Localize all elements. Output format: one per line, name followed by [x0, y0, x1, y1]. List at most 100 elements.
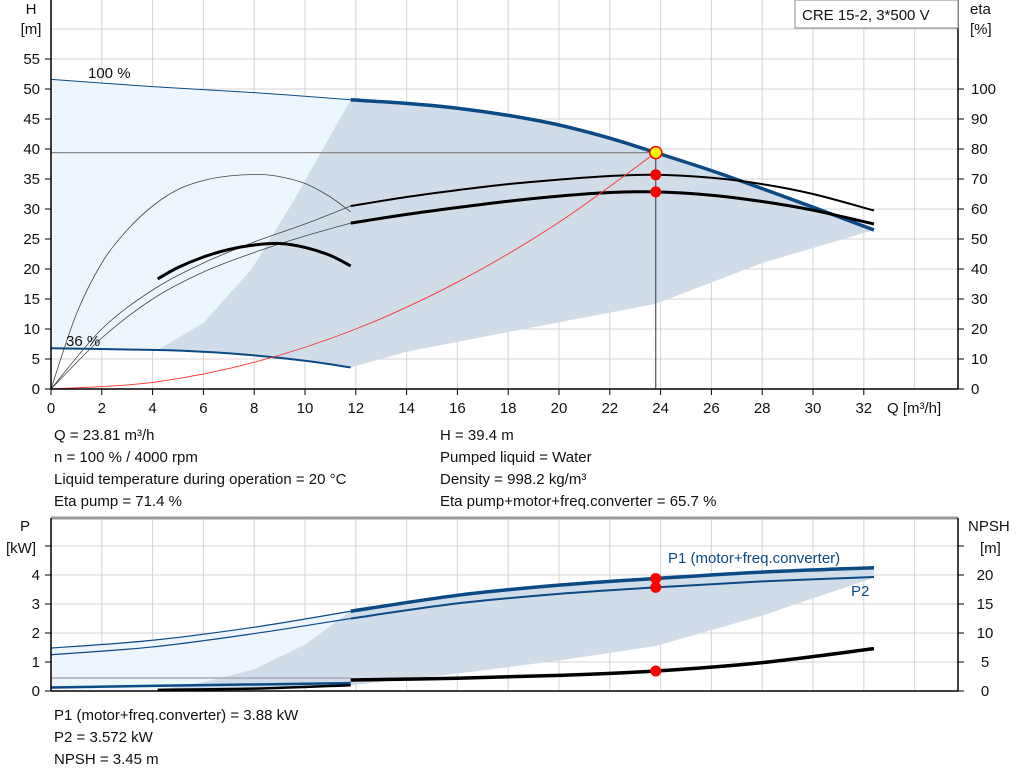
eta-tick-label: 90 — [971, 111, 988, 128]
h-tick-label: 55 — [23, 51, 40, 68]
eta-tick-label: 80 — [971, 141, 988, 158]
h-tick-label: 45 — [23, 111, 40, 128]
p-tick-label: 2 — [32, 625, 40, 642]
p-axis-label: P [kW] — [6, 518, 36, 557]
q-tick-label: 28 — [754, 400, 771, 417]
q-tick-label: 0 — [47, 400, 55, 417]
q-tick-label: 24 — [652, 400, 669, 417]
q-tick-label: 12 — [347, 400, 364, 417]
eta-total-curve — [350, 190, 875, 226]
eta-tick-label: 10 — [971, 351, 988, 368]
p-curve-low-speed — [50, 681, 351, 689]
h-tick-label: 50 — [23, 81, 40, 98]
p1-point — [650, 572, 662, 584]
npsh-tick-label: 0 — [981, 683, 989, 700]
npsh-point — [650, 665, 662, 677]
info-eta-total: Eta pump+motor+freq.converter = 65.7 % — [440, 493, 716, 510]
q-tick-label: 18 — [500, 400, 517, 417]
p1-curve — [350, 566, 875, 613]
info-eta-pump: Eta pump = 71.4 % — [54, 493, 182, 510]
qh-curve-36 — [50, 347, 351, 369]
info-right: H = 39.4 m Pumped liquid = Water Density… — [440, 427, 716, 510]
eta-tick-label: 30 — [971, 291, 988, 308]
speed-label-100: 100 % — [88, 65, 131, 82]
chart-title: CRE 15-2, 3*500 V — [802, 7, 930, 24]
h-tick-label: 0 — [32, 381, 40, 398]
p1-series-label: P1 (motor+freq.converter) — [668, 550, 840, 567]
p2-curve — [350, 576, 874, 620]
eta-tick-label: 0 — [971, 381, 979, 398]
eta-tick-label: 50 — [971, 231, 988, 248]
eta-pump-curve-low-thin — [50, 174, 351, 390]
q-tick-label: 20 — [551, 400, 568, 417]
npsh-curve-low-speed — [157, 683, 351, 692]
info-temp: Liquid temperature during operation = 20… — [54, 471, 347, 488]
info-liquid: Pumped liquid = Water — [440, 449, 592, 466]
h-tick-label: 30 — [23, 201, 40, 218]
eta-tick-label: 20 — [971, 321, 988, 338]
eta-tick-label: 100 — [971, 81, 996, 98]
q-tick-label: 32 — [855, 400, 872, 417]
q-tick-label: 10 — [297, 400, 314, 417]
p2-series-label: P2 — [851, 583, 869, 600]
h-tick-label: 10 — [23, 321, 40, 338]
eta-tick-label: 60 — [971, 201, 988, 218]
npsh-tick-label: 15 — [977, 596, 994, 613]
h-tick-label: 40 — [23, 141, 40, 158]
bottom-axes: 0 1 2 3 4 0 5 10 15 20 — [32, 516, 994, 700]
eta-pump-point — [650, 169, 662, 181]
q-tick-label: 14 — [398, 400, 415, 417]
q-tick-label: 22 — [601, 400, 618, 417]
npsh-tick-label: 10 — [977, 625, 994, 642]
eta-pump-curve — [350, 173, 875, 212]
npsh-tick-label: 20 — [977, 567, 994, 584]
p-tick-label: 1 — [32, 654, 40, 671]
p2-point — [650, 581, 662, 593]
q-tick-label: 8 — [250, 400, 258, 417]
h-tick-label: 25 — [23, 231, 40, 248]
info-h: H = 39.4 m — [440, 427, 514, 444]
bottom-operating-range — [51, 567, 874, 690]
q-tick-label: 16 — [449, 400, 466, 417]
duty-point — [649, 145, 663, 160]
qh-curve-100 — [350, 98, 875, 232]
title-box — [794, 0, 959, 29]
eta-tick-label: 40 — [971, 261, 988, 278]
info-q: Q = 23.81 m³/h — [54, 427, 154, 444]
h-tick-label: 35 — [23, 171, 40, 188]
system-curve — [50, 152, 657, 390]
info-bottom: P1 (motor+freq.converter) = 3.88 kW P2 =… — [54, 707, 299, 768]
speed-label-36: 36 % — [66, 333, 100, 350]
q-tick-label: 2 — [98, 400, 106, 417]
p-tick-label: 3 — [32, 596, 40, 613]
h-tick-label: 20 — [23, 261, 40, 278]
info-npsh: NPSH = 3.45 m — [54, 751, 159, 768]
eta-tick-label: 70 — [971, 171, 988, 188]
info-p2: P2 = 3.572 kW — [54, 729, 154, 746]
h-tick-label: 15 — [23, 291, 40, 308]
light-range-area — [51, 79, 351, 351]
npsh-tick-label: 5 — [981, 654, 989, 671]
q-tick-label: 4 — [148, 400, 156, 417]
info-left: Q = 23.81 m³/h n = 100 % / 4000 rpm Liqu… — [54, 427, 347, 510]
info-density: Density = 998.2 kg/m³ — [440, 471, 586, 488]
qh-curve-100-thin — [50, 78, 351, 101]
p1-curve-thin — [50, 610, 351, 649]
eta-total-curve-thin — [50, 222, 351, 390]
q-axis-label: Q [m³/h] — [887, 400, 941, 417]
eta-pump-curve-thin — [50, 205, 351, 390]
p2-curve-thin — [50, 617, 351, 656]
h-tick-label: 5 — [32, 351, 40, 368]
q-tick-label: 26 — [703, 400, 720, 417]
eta-curve-low-speed — [156, 241, 352, 281]
p-tick-label: 0 — [32, 683, 40, 700]
top-operating-range — [51, 79, 874, 368]
dark-range-area — [157, 567, 874, 690]
top-curves — [50, 78, 875, 390]
npsh-axis-label: NPSH [m] — [968, 518, 1010, 557]
q-tick-label: 6 — [199, 400, 207, 417]
h-axis-label: H [m] — [21, 1, 42, 38]
q-tick-label: 30 — [805, 400, 822, 417]
eta-total-point — [650, 186, 662, 198]
bottom-curves — [50, 566, 875, 692]
